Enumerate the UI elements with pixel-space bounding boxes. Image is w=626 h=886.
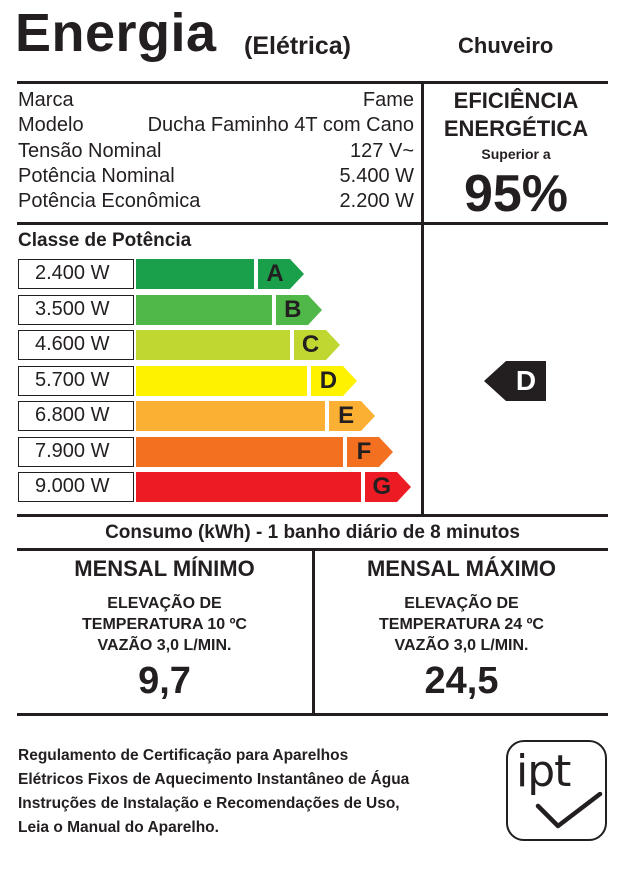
divider-classes xyxy=(17,514,608,517)
band-letter: D xyxy=(319,366,338,394)
band-letter: B xyxy=(284,295,302,323)
monthly-min-line1: ELEVAÇÃO DE xyxy=(107,595,222,612)
band-arrow-icon xyxy=(275,294,322,325)
product-type: Chuveiro xyxy=(458,33,554,58)
monthly-max-title: MENSAL MÁXIMO xyxy=(366,556,557,581)
band-bar xyxy=(136,330,290,360)
spec-label: Potência Econômica xyxy=(18,190,201,212)
divider-vertical-right xyxy=(421,83,424,516)
spec-label: Modelo xyxy=(18,114,84,136)
spec-label: Potência Nominal xyxy=(18,165,175,187)
spec-value: 127 V~ xyxy=(350,140,414,162)
monthly-max-value: 24,5 xyxy=(424,660,499,702)
power-class-title: Classe de Potência xyxy=(18,230,192,251)
band-bar xyxy=(136,401,326,431)
band-watts: 7.900 W xyxy=(18,436,134,467)
band-bar xyxy=(136,436,343,467)
band-watts: 3.500 W xyxy=(18,294,134,325)
efficiency-title-line1: EFICIÊNCIA xyxy=(453,88,579,113)
band-bar xyxy=(136,259,254,289)
efficiency-title-line2: ENERGÉTICA xyxy=(443,116,589,141)
band-watts: 6.800 W xyxy=(18,401,134,431)
monthly-max-line2: TEMPERATURA 24 ºC xyxy=(379,616,544,633)
spec-row-nominal-power: Potência Nominal 5.400 W xyxy=(18,164,414,189)
footer-line: Instruções de Instalação e Recomendações… xyxy=(18,795,400,812)
monthly-min-title: MENSAL MÍNIMO xyxy=(74,556,255,581)
band-arrow-icon xyxy=(293,330,340,360)
spec-value: Fame xyxy=(362,89,414,111)
band-letter: F xyxy=(356,437,372,465)
divider-vertical-bottom xyxy=(312,550,315,713)
divider-bottom xyxy=(17,713,608,716)
band-arrow-icon xyxy=(347,436,393,467)
monthly-min-value: 9,7 xyxy=(138,660,191,702)
label-title: Energia xyxy=(15,3,217,63)
current-class-letter: D xyxy=(515,365,537,396)
band-bar xyxy=(136,365,308,396)
spec-value: 5.400 W xyxy=(339,165,414,187)
spec-label: Marca xyxy=(18,89,74,111)
band-arrow-icon xyxy=(258,259,304,289)
footer-line: Leia o Manual do Aparelho. xyxy=(18,819,219,836)
spec-value: Ducha Faminho 4T com Cano xyxy=(147,114,414,136)
footer-line: Elétricos Fixos de Aquecimento Instantân… xyxy=(18,771,410,788)
band-arrow-icon xyxy=(311,365,358,396)
spec-row-economic-power: Potência Econômica 2.200 W xyxy=(18,189,414,214)
band-watts: 2.400 W xyxy=(18,259,134,289)
footer-text: Regulamento de Certificação para Aparelh… xyxy=(18,744,409,840)
monthly-max-line3: VAZÃO 3,0 L/MIN. xyxy=(394,637,529,654)
label-subtitle: (Elétrica) xyxy=(244,32,351,60)
band-watts: 5.700 W xyxy=(18,365,134,396)
monthly-max-line1: ELEVAÇÃO DE xyxy=(404,595,519,612)
current-class-arrow-icon xyxy=(484,361,546,401)
spec-row-voltage: Tensão Nominal 127 V~ xyxy=(18,139,414,164)
divider-consumption xyxy=(17,548,608,551)
monthly-min-line3: VAZÃO 3,0 L/MIN. xyxy=(97,637,232,654)
ipt-logo-text: ipt xyxy=(516,746,571,797)
band-arrow-icon xyxy=(329,401,376,431)
band-bar xyxy=(136,294,272,325)
divider-specs xyxy=(17,222,608,225)
band-bar xyxy=(136,472,361,502)
spec-label: Tensão Nominal xyxy=(18,140,162,162)
efficiency-note: Superior a xyxy=(481,146,551,162)
checkmark-icon xyxy=(535,792,603,829)
band-letter: E xyxy=(338,402,355,429)
consumption-title: Consumo (kWh) - 1 banho diário de 8 minu… xyxy=(105,522,520,543)
efficiency-value: 95% xyxy=(463,165,569,223)
band-watts: 4.600 W xyxy=(18,330,134,360)
band-watts: 9.000 W xyxy=(18,472,134,502)
band-letter: C xyxy=(301,331,320,358)
spec-row-model: Modelo Ducha Faminho 4T com Cano xyxy=(18,113,414,138)
spec-row-brand: Marca Fame xyxy=(18,88,414,113)
ipt-logo: ipt xyxy=(506,740,607,841)
spec-value: 2.200 W xyxy=(339,190,414,212)
divider-top xyxy=(17,81,608,84)
band-letter: A xyxy=(266,260,284,287)
monthly-min-line2: TEMPERATURA 10 ºC xyxy=(82,616,247,633)
band-arrow-icon xyxy=(364,472,411,502)
footer-line: Regulamento de Certificação para Aparelh… xyxy=(18,747,349,764)
band-letter: G xyxy=(372,473,392,500)
